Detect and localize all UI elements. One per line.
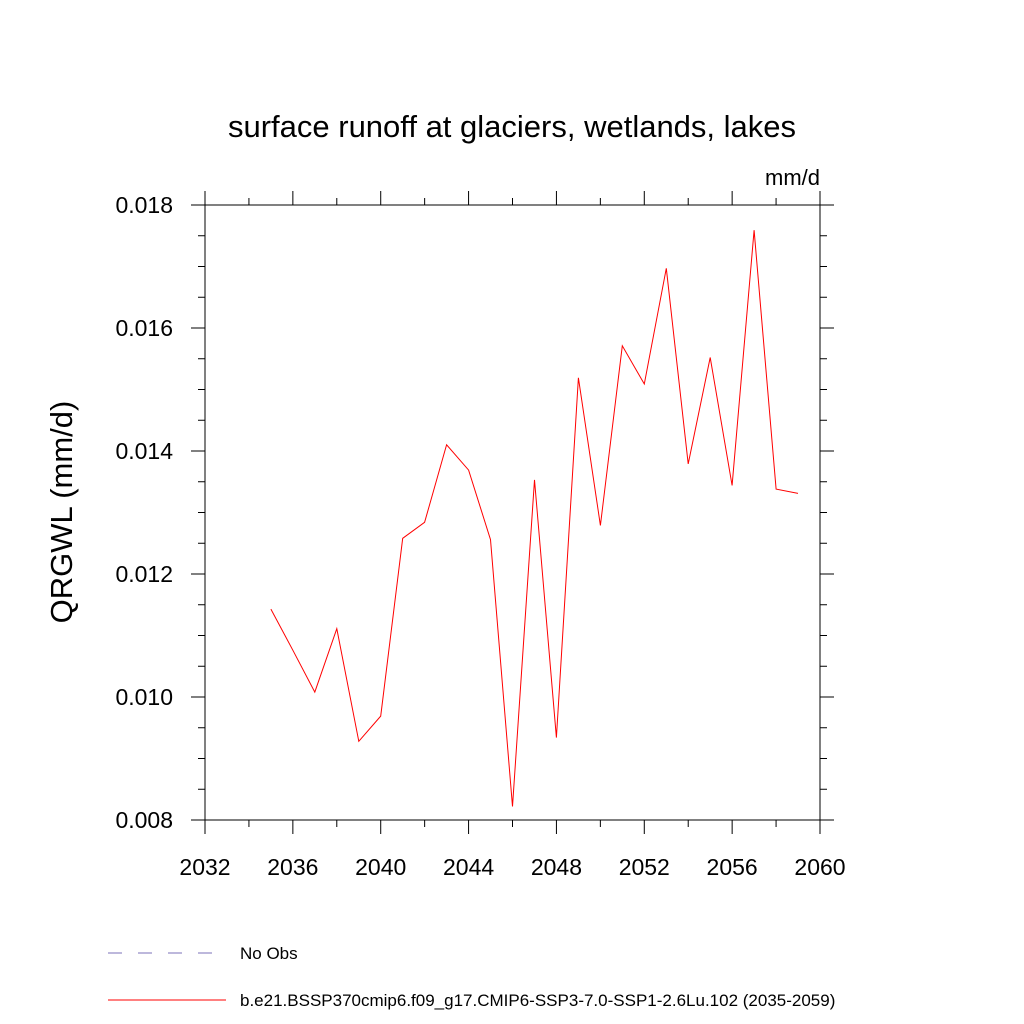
series-layer <box>270 230 799 807</box>
y-axis-label: QRGWL (mm/d) <box>44 401 79 624</box>
units-label: mm/d <box>765 165 820 190</box>
y-tick-label: 0.010 <box>115 684 173 710</box>
y-tick-label: 0.012 <box>115 561 173 587</box>
y-tick-label: 0.014 <box>115 438 173 464</box>
plot-frame <box>204 204 821 821</box>
chart-title: surface runoff at glaciers, wetlands, la… <box>228 109 796 144</box>
x-tick-label: 2036 <box>267 854 318 880</box>
y-tick-label: 0.018 <box>115 192 173 218</box>
legend: No Obs b.e21.BSSP370cmip6.f09_g17.CMIP6-S… <box>108 944 835 1010</box>
x-tick-label: 2044 <box>443 854 494 880</box>
x-tick-label: 2048 <box>531 854 582 880</box>
x-tick-label: 2060 <box>794 854 845 880</box>
axes: 2032 2036 2040 2044 2048 2052 2056 2060 0.008 0.0… <box>115 191 846 880</box>
x-tick-label: 2052 <box>619 854 670 880</box>
y-tick-label: 0.008 <box>115 807 173 833</box>
legend-label: b.e21.BSSP370cmip6.f09_g17.CMIP6-SSP3-7.… <box>240 991 835 1010</box>
x-tick-label: 2032 <box>179 854 230 880</box>
y-tick-label: 0.016 <box>115 315 173 341</box>
series-line <box>270 230 799 807</box>
x-tick-label: 2056 <box>707 854 758 880</box>
x-tick-label: 2040 <box>355 854 406 880</box>
legend-label: No Obs <box>240 944 298 963</box>
